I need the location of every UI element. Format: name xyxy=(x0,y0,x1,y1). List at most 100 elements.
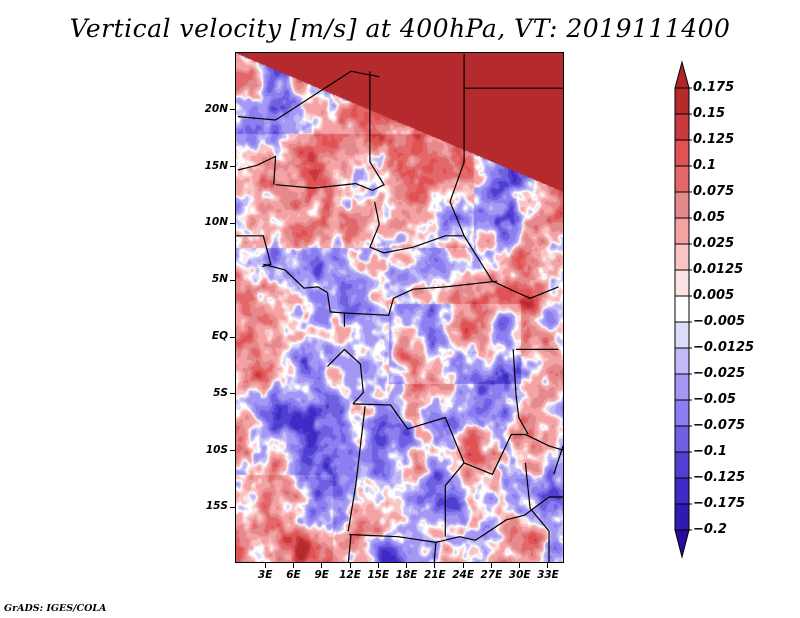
colorbar-label: 0.1 xyxy=(693,158,717,173)
country-border xyxy=(237,70,380,121)
lat-tick-label: 10N xyxy=(204,216,228,229)
colorbar-swatch xyxy=(674,373,690,401)
lon-tick-mark xyxy=(377,563,379,568)
lat-tick-mark xyxy=(230,222,235,224)
lat-tick-mark xyxy=(230,336,235,338)
lon-tick-mark xyxy=(490,563,492,568)
lon-tick-mark xyxy=(349,563,351,568)
colorbar-label: 0.025 xyxy=(693,236,735,251)
colorbar-label: 0.15 xyxy=(693,106,726,121)
colorbar-label: 0.0125 xyxy=(693,262,744,277)
country-border xyxy=(352,403,465,537)
colorbar-swatch xyxy=(674,347,690,375)
grads-credit: GrADS: IGES/COLA xyxy=(4,603,107,614)
plot-title: Vertical velocity [m/s] at 400hPa, VT: 2… xyxy=(69,14,731,43)
colorbar-label: 0.005 xyxy=(693,288,735,303)
lon-tick-label: 18E xyxy=(395,569,418,581)
colorbar-label: −0.005 xyxy=(693,314,746,329)
colorbar-label: −0.075 xyxy=(693,418,746,433)
country-border xyxy=(326,348,364,405)
colorbar-label: −0.1 xyxy=(693,444,727,459)
lon-tick-mark xyxy=(264,563,266,568)
colorbar-label: −0.025 xyxy=(693,366,746,381)
map-plot-area xyxy=(235,52,564,563)
country-border xyxy=(475,496,563,541)
country-border xyxy=(326,292,346,327)
country-border xyxy=(553,445,563,475)
country-border xyxy=(369,201,465,254)
colorbar-max-arrow xyxy=(674,60,690,89)
colorbar-swatch xyxy=(674,269,690,297)
colorbar-swatch xyxy=(674,243,690,271)
lon-tick-mark xyxy=(321,563,323,568)
country-border xyxy=(433,542,437,562)
country-border xyxy=(344,280,498,316)
colorbar-swatch xyxy=(674,425,690,453)
colorbar-swatch xyxy=(674,191,690,219)
colorbar-min-arrow xyxy=(674,529,690,559)
vertical-velocity-field xyxy=(236,53,563,562)
colorbar-label: −0.2 xyxy=(693,522,727,537)
lon-tick-label: 30E xyxy=(508,569,531,581)
country-border xyxy=(347,534,352,562)
lon-tick-mark xyxy=(547,563,549,568)
colorbar-label: 0.05 xyxy=(693,210,726,225)
country-border xyxy=(512,349,529,435)
lon-tick-label: 15E xyxy=(367,569,390,581)
colorbar-label: −0.05 xyxy=(693,392,736,407)
colorbar-label: 0.075 xyxy=(693,184,735,199)
colorbar-swatch xyxy=(674,113,690,141)
colorbar-label: 0.175 xyxy=(693,80,735,95)
colorbar-label: −0.125 xyxy=(693,470,746,485)
colorbar-swatch xyxy=(674,87,690,115)
lon-tick-label: 9E xyxy=(314,569,329,581)
lat-tick-label: 15N xyxy=(204,159,228,172)
lat-tick-label: 10S xyxy=(205,443,228,456)
lat-tick-mark xyxy=(230,166,235,168)
lon-tick-label: 33E xyxy=(537,569,559,581)
colorbar-swatch xyxy=(674,477,690,505)
colorbar-swatch xyxy=(674,165,690,193)
country-border xyxy=(449,201,559,299)
country-border xyxy=(463,433,563,476)
lat-tick-label: 5S xyxy=(213,386,228,399)
lat-tick-label: 15S xyxy=(205,500,228,513)
lat-tick-mark xyxy=(230,506,235,508)
colorbar-swatch xyxy=(674,451,690,479)
colorbar-swatch xyxy=(674,217,690,245)
lon-tick-mark xyxy=(406,563,408,568)
colorbar-label: −0.0125 xyxy=(693,340,755,355)
lat-tick-mark xyxy=(230,279,235,281)
colorbar-label: 0.125 xyxy=(693,132,735,147)
colorbar-swatch xyxy=(674,503,690,531)
lon-tick-mark xyxy=(519,563,521,568)
lon-tick-label: 24E xyxy=(452,569,475,581)
lon-tick-label: 6E xyxy=(286,569,301,581)
country-border xyxy=(347,406,366,532)
country-border xyxy=(449,54,465,203)
country-boundaries xyxy=(236,54,563,562)
lon-tick-label: 27E xyxy=(480,569,503,581)
lat-tick-mark xyxy=(230,109,235,111)
colorbar-label: −0.175 xyxy=(693,496,746,511)
country-border xyxy=(236,235,272,268)
lat-tick-label: 5N xyxy=(211,273,228,286)
country-border xyxy=(275,182,373,191)
lon-tick-label: 3E xyxy=(257,569,273,581)
country-border xyxy=(237,155,277,185)
colorbar-swatch xyxy=(674,139,690,167)
lon-tick-mark xyxy=(292,563,294,568)
colorbar-swatch xyxy=(674,399,690,427)
country-border xyxy=(524,462,550,562)
lat-tick-mark xyxy=(230,450,235,452)
lon-tick-mark xyxy=(434,563,436,568)
colorbar-swatch xyxy=(674,321,690,349)
country-border xyxy=(349,533,476,544)
lon-tick-mark xyxy=(462,563,464,568)
lon-tick-label: 21E xyxy=(423,569,446,581)
lon-tick-label: 12E xyxy=(339,569,361,581)
country-border xyxy=(369,71,385,191)
colorbar-swatch xyxy=(674,295,690,323)
country-border xyxy=(263,263,328,294)
lat-tick-label: EQ xyxy=(211,330,228,343)
